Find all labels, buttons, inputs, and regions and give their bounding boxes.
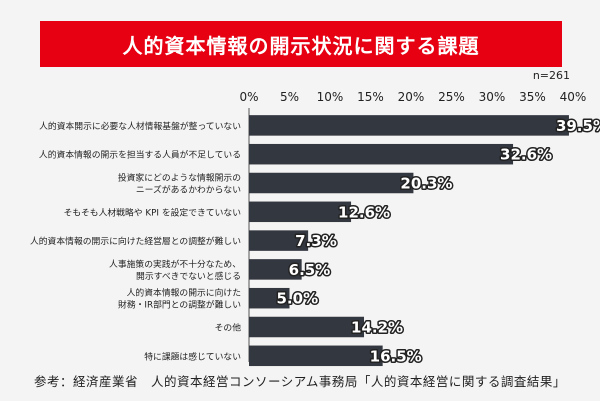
bar xyxy=(249,345,383,367)
bar xyxy=(249,287,290,309)
value-label: 32.6% xyxy=(500,146,552,164)
x-tick-label: 10% xyxy=(317,90,344,104)
bar xyxy=(249,115,569,136)
x-tick-label: 35% xyxy=(519,90,546,104)
category-label: ニーズがあるかわからない xyxy=(136,184,241,196)
value-label: 20.3% xyxy=(400,175,452,193)
bar xyxy=(249,230,309,251)
x-tick-label: 0% xyxy=(239,90,258,104)
category-label: 人的資本開示に必要な人材情報基盤が整っていない xyxy=(39,120,241,132)
category-label: 特に課題は感じていない xyxy=(144,350,241,362)
category-label: 投資家にどのような情報開示の xyxy=(118,172,241,184)
category-label: 財務・IR部門との調整が難しい xyxy=(118,299,241,311)
x-tick-label: 5% xyxy=(280,90,299,104)
source-note: 参考：経済産業省 人的資本経営コンソーシアム事務局「人的資本経営に関する調査結果… xyxy=(34,374,566,389)
value-label: 12.6% xyxy=(338,203,390,221)
bar xyxy=(249,316,365,338)
x-tick-label: 40% xyxy=(560,90,587,104)
value-label: 7.3% xyxy=(295,232,337,250)
bar xyxy=(249,143,514,165)
value-label: 39.5% xyxy=(556,117,600,135)
x-tick-label: 20% xyxy=(398,90,425,104)
category-label: その他 xyxy=(215,322,242,334)
x-tick-label: 25% xyxy=(438,90,465,104)
x-tick-label: 15% xyxy=(357,90,384,104)
category-label: 人的資本情報の開示を担当する人員が不足している xyxy=(39,149,241,161)
category-label: 開示すべきでないと感じる xyxy=(136,270,241,282)
bar xyxy=(249,259,302,280)
x-tick-label: 30% xyxy=(479,90,506,104)
chart-title: 人的資本情報の開示状況に関する課題 xyxy=(40,21,562,67)
bar xyxy=(249,201,352,223)
sample-size-label: n=261 xyxy=(532,69,570,82)
value-label: 6.5% xyxy=(289,261,331,279)
category-label: 人的資本情報の開示に向けた経営層との調整が難しい xyxy=(30,235,241,247)
category-label: 人事施策の実践が不十分なため、 xyxy=(109,258,241,270)
category-label: そもそも人材戦略や KPI を設定できていない xyxy=(64,206,242,218)
value-label: 5.0% xyxy=(277,290,319,308)
bar xyxy=(249,172,414,194)
value-label: 14.2% xyxy=(351,319,403,337)
category-label: 人的資本情報の開示に向けた xyxy=(127,287,241,299)
value-label: 16.5% xyxy=(370,347,422,365)
